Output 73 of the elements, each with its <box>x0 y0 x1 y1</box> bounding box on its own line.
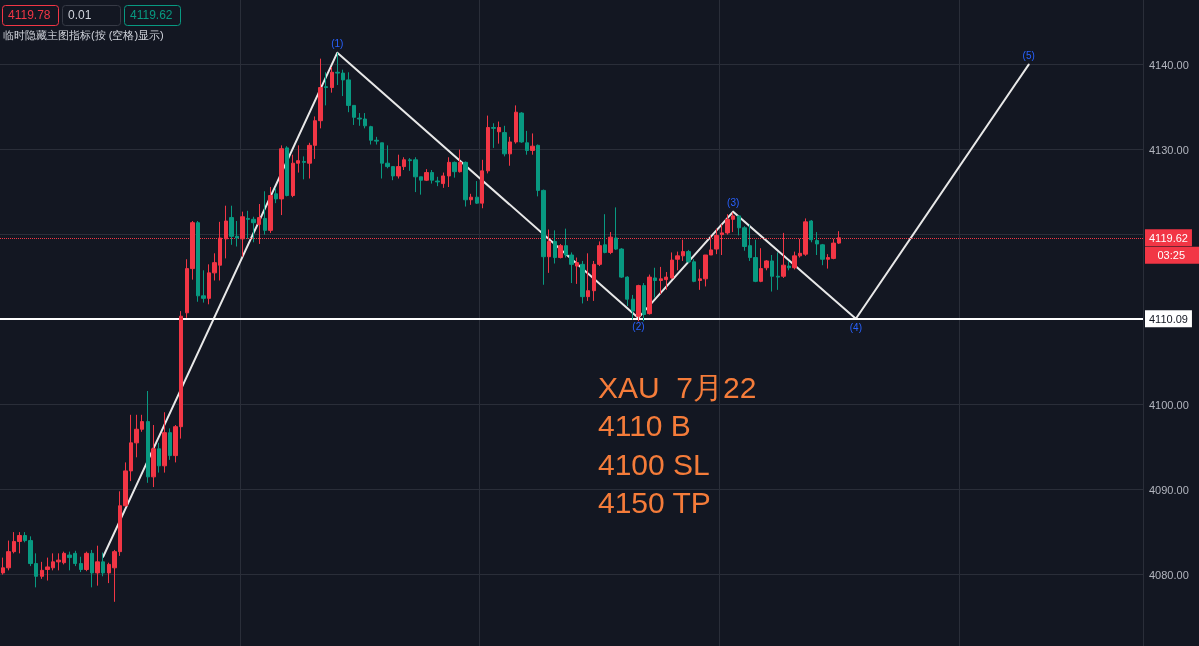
candlestick <box>157 442 161 474</box>
text: 03:25 <box>1157 249 1185 262</box>
candlestick <box>759 247 763 283</box>
ref-line-label: 4119.62 <box>1149 231 1188 244</box>
candlestick <box>263 190 267 236</box>
candlestick <box>441 172 445 189</box>
y-tick-label: 4140.00 <box>1149 58 1189 71</box>
candlestick <box>101 552 105 577</box>
candlestick <box>514 104 518 145</box>
candlestick <box>508 136 512 167</box>
candlestick <box>486 115 490 174</box>
candlestick <box>452 161 457 179</box>
annotation: (2) <box>632 321 645 333</box>
candlestick <box>95 545 100 587</box>
annotation: XAU 7月22 <box>598 370 757 404</box>
candlestick <box>279 144 284 216</box>
candlestick <box>40 561 44 580</box>
candlestick <box>642 282 646 322</box>
candlestick <box>530 132 535 156</box>
candlestick <box>424 168 429 182</box>
y-tick-label: 4100.00 <box>1149 398 1189 411</box>
y-tick-label: 4080.00 <box>1149 568 1189 581</box>
candlestick <box>146 390 150 484</box>
candlestick <box>636 284 641 322</box>
candlestick <box>324 71 328 106</box>
candlestick <box>787 260 791 271</box>
candlestick <box>285 145 289 197</box>
candlestick <box>586 252 590 302</box>
candlestick <box>274 187 278 204</box>
candlestick <box>647 274 652 315</box>
candlestick <box>558 243 563 259</box>
candlestick <box>475 180 479 205</box>
annotation: 4110 B <box>598 409 691 442</box>
annotation: 4100 SL <box>598 447 710 481</box>
annotation: 4150 TP <box>598 486 711 519</box>
candlestick <box>268 186 273 234</box>
candlestick <box>90 549 94 588</box>
annotation: 4119.78 <box>8 8 51 22</box>
candlestick <box>480 159 484 209</box>
candlestick <box>770 254 774 293</box>
candlestick <box>302 155 306 180</box>
annotation: (5) <box>1022 50 1035 62</box>
annotation: 临时隐藏主图指标(按 (空格)显示) <box>3 28 164 41</box>
annotation: 0.01 <box>68 8 92 22</box>
candlestick <box>151 424 156 488</box>
candlestick <box>162 411 167 474</box>
annotation: (4) <box>849 322 862 334</box>
candlestick <box>497 121 501 145</box>
candlestick <box>79 556 83 573</box>
candlestick <box>764 259 769 271</box>
candlestick <box>809 219 813 243</box>
candlestick <box>776 251 780 291</box>
y-tick-label: 4130.00 <box>1149 143 1189 156</box>
annotation: 4119.62 <box>130 8 173 22</box>
candlestick <box>653 267 657 298</box>
candlestick <box>502 125 507 157</box>
ref-line-label: 4110.09 <box>1149 312 1188 325</box>
y-tick-label: 4090.00 <box>1149 483 1189 496</box>
candlestick <box>603 213 607 254</box>
candlestick <box>463 161 468 208</box>
candlestick <box>575 257 579 285</box>
candlestick <box>580 260 585 304</box>
candlestick <box>84 551 89 572</box>
candlestick <box>469 193 473 206</box>
candlestick <box>631 294 635 321</box>
candlestick <box>168 427 172 461</box>
candlestick <box>447 156 451 188</box>
candlestick <box>491 122 496 149</box>
candlestick <box>458 149 462 174</box>
annotation: (3) <box>727 197 740 209</box>
candlestick <box>330 66 334 94</box>
annotation: (1) <box>331 38 344 50</box>
candlestick <box>553 229 557 264</box>
